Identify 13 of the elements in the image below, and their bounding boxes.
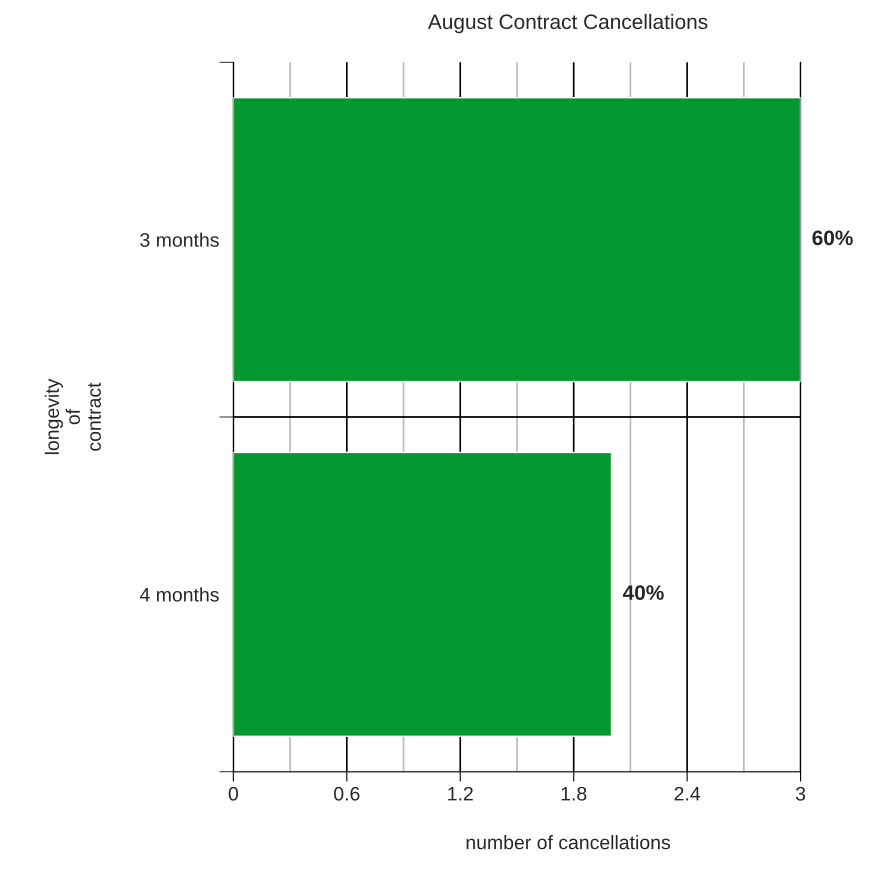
annotation: 40% — [622, 585, 664, 600]
x-tick-label: 1.2 — [448, 786, 473, 800]
x-tick-label: 0.6 — [334, 786, 360, 801]
annotation: 60% — [812, 230, 853, 246]
x-axis-title: number of cancellations — [466, 835, 670, 850]
y-tick-label: 4 months — [140, 587, 219, 602]
x-tick-label: 3 — [796, 786, 806, 801]
x-tick-label: 1.8 — [562, 786, 586, 801]
x-tick-label: 2.4 — [674, 786, 700, 800]
x-tick-label: 0 — [228, 786, 238, 801]
chart-title: August Contract Cancellations — [428, 14, 708, 34]
y-axis-title: longevity of contract — [44, 378, 101, 454]
y-tick-label: 3 months — [140, 232, 219, 247]
